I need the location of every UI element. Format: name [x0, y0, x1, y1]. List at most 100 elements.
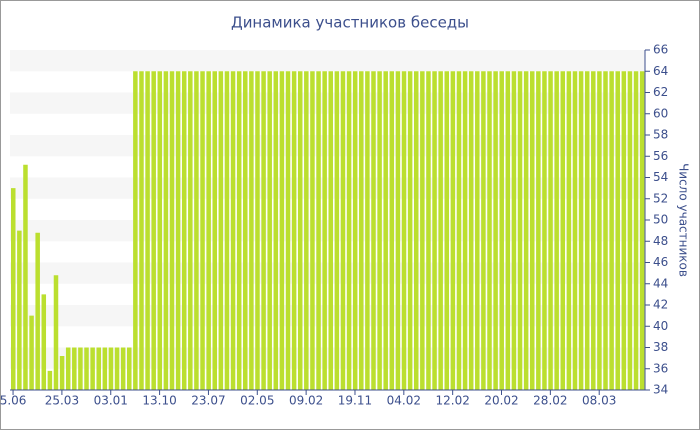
bar [249, 71, 254, 390]
bar [29, 315, 34, 390]
bar [181, 71, 187, 390]
grid-band [10, 135, 645, 157]
bar [72, 347, 77, 390]
bar [475, 71, 480, 390]
x-tick-label: 5.06 [0, 394, 26, 408]
bar [35, 232, 40, 390]
bar [548, 71, 553, 390]
bar [273, 71, 279, 390]
bar [206, 71, 211, 390]
bar [371, 71, 376, 390]
bar [53, 275, 59, 390]
bar [267, 71, 272, 390]
y-tick-label: 50 [653, 213, 668, 227]
bar [218, 71, 224, 390]
bar [212, 71, 217, 390]
bar [603, 71, 608, 390]
bar [505, 71, 511, 390]
bar [157, 71, 163, 390]
bar [633, 71, 639, 390]
bar [584, 71, 590, 390]
bar [346, 71, 352, 390]
bar [572, 71, 578, 390]
bar [297, 71, 303, 390]
bar [554, 71, 559, 390]
x-tick-label: 09.02 [289, 394, 323, 408]
x-tick-label: 03.01 [94, 394, 128, 408]
bar [236, 71, 242, 390]
y-tick-label: 66 [653, 43, 668, 57]
bar [188, 71, 193, 390]
bar [59, 356, 65, 390]
bar [395, 71, 401, 390]
bar [310, 71, 315, 390]
bar [578, 71, 584, 390]
bar [597, 71, 602, 390]
x-tick-label: 20.02 [484, 394, 518, 408]
y-tick-label: 54 [653, 170, 668, 184]
bar [279, 71, 285, 390]
y-axis-label: Число участников [677, 163, 691, 277]
y-tick-label: 58 [653, 128, 668, 142]
bar [432, 71, 437, 390]
y-tick-label: 56 [653, 149, 668, 163]
bar [456, 71, 462, 390]
x-tick-label: 28.02 [533, 394, 567, 408]
bar [17, 230, 22, 390]
bar [413, 71, 419, 390]
bar [481, 71, 486, 390]
bar [536, 71, 541, 390]
grid-band [10, 92, 645, 114]
bar [139, 71, 144, 390]
y-tick-label: 46 [653, 255, 668, 269]
bar [389, 71, 395, 390]
bar [365, 71, 370, 390]
bar [194, 71, 199, 390]
bar [163, 71, 169, 390]
bar [615, 71, 620, 390]
bar [450, 71, 456, 390]
grid-band [10, 305, 645, 327]
x-tick-label: 13.10 [142, 394, 176, 408]
y-tick-label: 44 [653, 276, 668, 290]
grid-band [10, 220, 645, 242]
bar [127, 347, 132, 390]
bar [591, 71, 596, 390]
bar [65, 347, 71, 390]
bar [621, 71, 627, 390]
bar [352, 71, 358, 390]
bar [169, 71, 175, 390]
bar [145, 71, 150, 390]
x-tick-label: 12.02 [435, 394, 469, 408]
bar [78, 347, 83, 390]
bar [133, 71, 138, 390]
bar [47, 370, 53, 390]
bar [316, 71, 321, 390]
bar [243, 71, 248, 390]
bar [493, 71, 498, 390]
bar [151, 71, 156, 390]
bar [340, 71, 346, 390]
x-tick-label: 25.03 [45, 394, 79, 408]
bar [96, 347, 101, 390]
y-tick-label: 36 [653, 361, 668, 375]
y-tick-label: 60 [653, 106, 668, 120]
bar [359, 71, 364, 390]
bar [230, 71, 236, 390]
bar [90, 347, 95, 390]
bar [23, 164, 28, 390]
bar [609, 71, 614, 390]
grid-band [10, 177, 645, 199]
bar [639, 71, 645, 390]
bar [517, 71, 523, 390]
y-tick-label: 40 [653, 319, 668, 333]
bar [175, 71, 181, 390]
bar [420, 71, 425, 390]
bar [511, 71, 517, 390]
bar [542, 71, 547, 390]
grid-band [10, 50, 645, 72]
x-tick-label: 02.05 [240, 394, 274, 408]
bar [304, 71, 309, 390]
bar [468, 71, 474, 390]
